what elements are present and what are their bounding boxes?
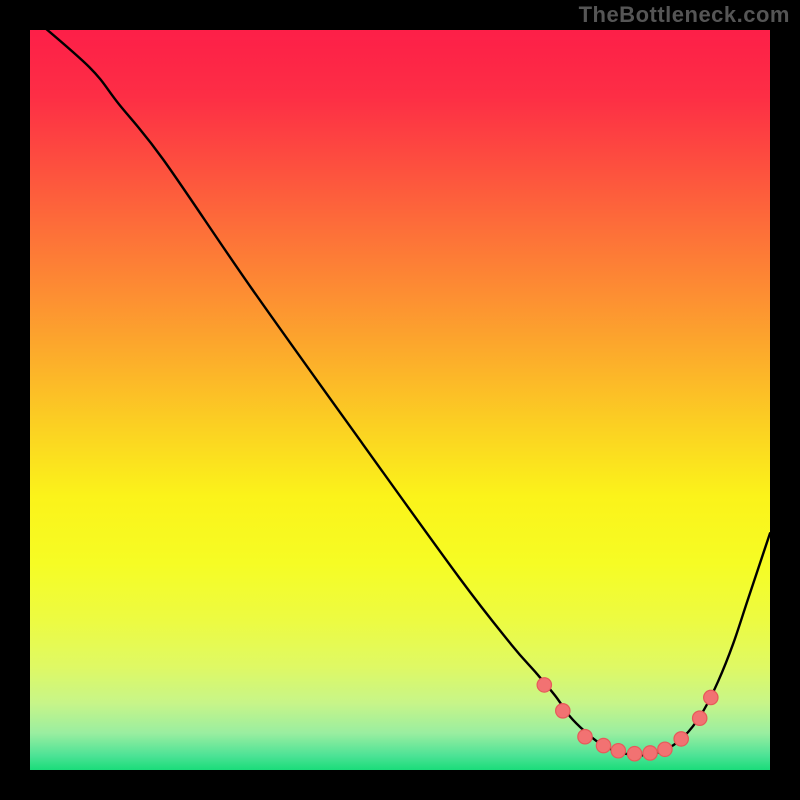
plot-background-gradient: [30, 30, 770, 770]
marker-point: [556, 704, 570, 718]
marker-point: [596, 738, 610, 752]
marker-point: [627, 747, 641, 761]
watermark-text: TheBottleneck.com: [579, 2, 790, 28]
chart-svg: [0, 0, 800, 800]
marker-point: [658, 742, 672, 756]
marker-point: [643, 746, 657, 760]
chart-container: TheBottleneck.com: [0, 0, 800, 800]
marker-point: [674, 732, 688, 746]
marker-point: [537, 678, 551, 692]
marker-point: [578, 730, 592, 744]
marker-point: [611, 744, 625, 758]
marker-point: [693, 711, 707, 725]
marker-point: [704, 690, 718, 704]
